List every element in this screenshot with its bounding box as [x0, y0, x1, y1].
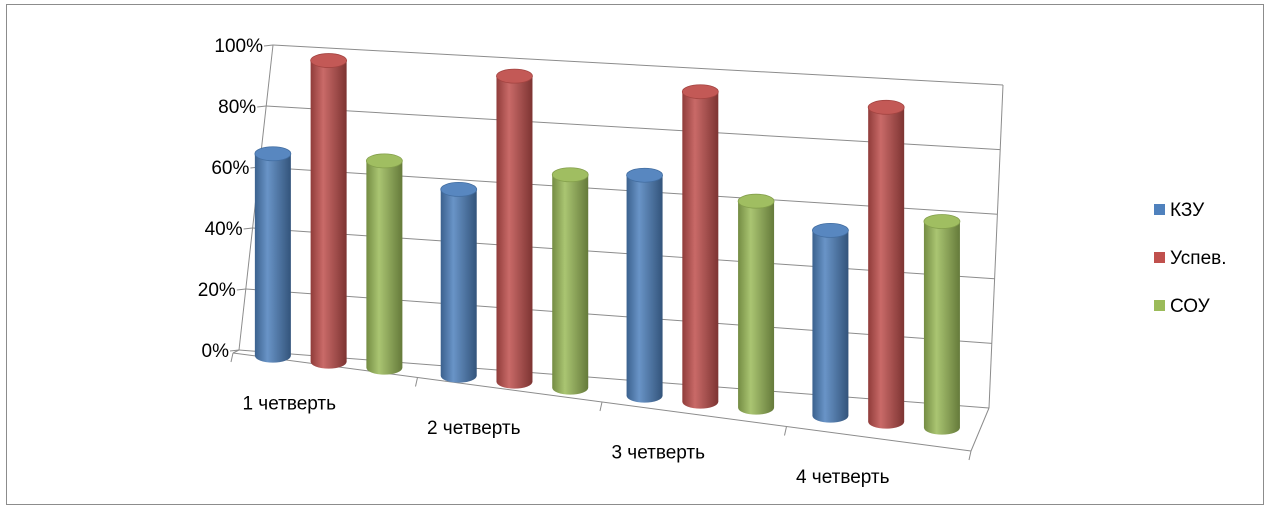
legend-label: КЗУ [1170, 200, 1205, 221]
y-tick-mark [263, 44, 274, 47]
floor-edge [232, 349, 240, 354]
legend-label: СОУ [1170, 296, 1211, 317]
gridline [272, 44, 1004, 86]
y-tick-label: 100% [214, 36, 263, 57]
bar-2-2 [496, 68, 533, 389]
legend-swatch [1154, 252, 1165, 263]
y-tick-mark [257, 105, 267, 108]
x-category-label: 1 четверть [242, 393, 336, 414]
legend-item: СОУ [1154, 296, 1211, 317]
y-tick-label: 80% [218, 97, 256, 118]
bar-3-2 [681, 84, 719, 409]
legend-label: Успев. [1170, 248, 1227, 269]
bar-3-1 [626, 167, 663, 403]
x-tick-mark [599, 401, 603, 412]
x-tick-mark [230, 352, 234, 363]
bar-2-3 [551, 167, 589, 395]
x-tick-mark [968, 450, 972, 461]
bar-1-1 [254, 146, 292, 363]
y-tick-mark [229, 349, 240, 352]
bars [254, 53, 961, 435]
legend: КЗУ Успев. СОУ [1154, 200, 1227, 317]
x-category-label: 3 четверть [611, 442, 705, 463]
y-tick-mark [243, 227, 253, 230]
bar-4-1 [812, 222, 849, 423]
bar-3-3 [737, 193, 775, 415]
x-tick-mark [784, 426, 787, 436]
bar-1-3 [365, 153, 403, 375]
bar-1-2 [310, 53, 348, 369]
bar-4-3 [923, 214, 961, 435]
y-tick-label: 40% [205, 219, 243, 240]
y-axis-ticks: 0% 20% 40% 60% 80% 100% [198, 36, 263, 362]
chart-svg: 0% 20% 40% 60% 80% 100% 1 четверть 2 четверть 3… [198, 36, 1227, 488]
chart-area: 0% 20% 40% 60% 80% 100% 1 четверть 2 четверть 3… [6, 4, 1264, 505]
gridline [238, 349, 990, 409]
wall-edge [988, 84, 1004, 409]
y-tick-mark [236, 288, 246, 291]
bar-2-1 [440, 182, 478, 383]
legend-swatch [1154, 204, 1165, 215]
y-tick-label: 0% [202, 341, 230, 362]
bar-4-2 [867, 99, 905, 429]
legend-item: КЗУ [1154, 200, 1205, 221]
x-category-label: 4 четверть [796, 467, 890, 488]
legend-swatch [1154, 300, 1165, 311]
x-category-label: 2 четверть [427, 418, 521, 439]
x-tick-mark [415, 377, 418, 387]
y-tick-label: 20% [198, 280, 236, 301]
legend-item: Успев. [1154, 248, 1227, 269]
floor-edge [970, 407, 990, 452]
x-axis-labels: 1 четверть 2 четверть 3 четверть 4 четверть [242, 393, 889, 488]
y-tick-label: 60% [211, 158, 249, 179]
